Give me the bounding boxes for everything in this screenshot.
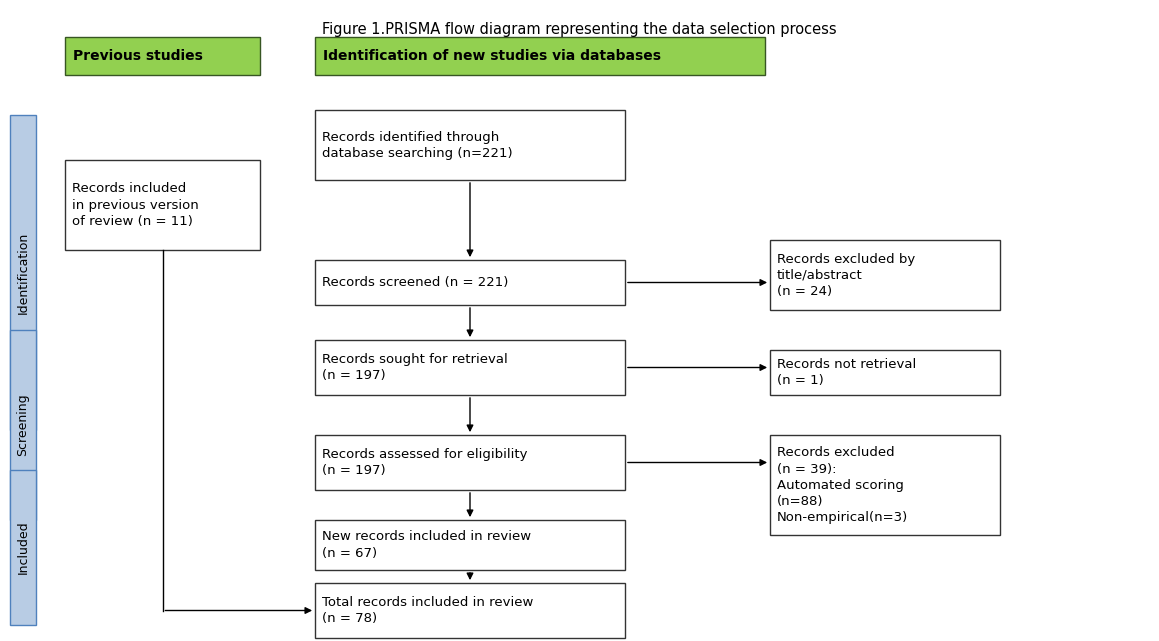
Text: Identification: Identification xyxy=(16,231,29,313)
Text: Identification of new studies via databases: Identification of new studies via databa… xyxy=(323,49,661,63)
Bar xyxy=(315,37,765,75)
Bar xyxy=(315,583,625,638)
Bar xyxy=(10,115,36,430)
Text: New records included in review
(n = 67): New records included in review (n = 67) xyxy=(322,531,531,560)
Text: Records identified through
database searching (n=221): Records identified through database sear… xyxy=(322,131,512,160)
Bar xyxy=(315,435,625,490)
Text: Total records included in review
(n = 78): Total records included in review (n = 78… xyxy=(322,596,533,625)
Bar xyxy=(315,520,625,570)
Text: Figure 1.PRISMA flow diagram representing the data selection process: Figure 1.PRISMA flow diagram representin… xyxy=(322,22,837,37)
Text: Included: Included xyxy=(16,520,29,574)
Text: Records assessed for eligibility
(n = 197): Records assessed for eligibility (n = 19… xyxy=(322,448,527,477)
Bar xyxy=(315,260,625,305)
Bar xyxy=(770,435,1000,535)
Text: Records excluded
(n = 39):
Automated scoring
(n=88)
Non-empirical(n=3): Records excluded (n = 39): Automated sco… xyxy=(777,447,909,524)
Bar xyxy=(315,110,625,180)
Bar xyxy=(10,330,36,520)
Text: Records not retrieval
(n = 1): Records not retrieval (n = 1) xyxy=(777,358,917,387)
Bar xyxy=(315,340,625,395)
Bar xyxy=(65,37,260,75)
Text: Records sought for retrieval
(n = 197): Records sought for retrieval (n = 197) xyxy=(322,353,508,382)
Text: Records excluded by
title/abstract
(n = 24): Records excluded by title/abstract (n = … xyxy=(777,253,916,297)
Bar xyxy=(770,350,1000,395)
Text: Screening: Screening xyxy=(16,394,29,456)
Text: Records screened (n = 221): Records screened (n = 221) xyxy=(322,276,509,289)
Bar xyxy=(65,160,260,250)
Text: Records included
in previous version
of review (n = 11): Records included in previous version of … xyxy=(72,183,198,228)
Bar xyxy=(770,240,1000,310)
Bar xyxy=(10,470,36,625)
Text: Previous studies: Previous studies xyxy=(73,49,203,63)
